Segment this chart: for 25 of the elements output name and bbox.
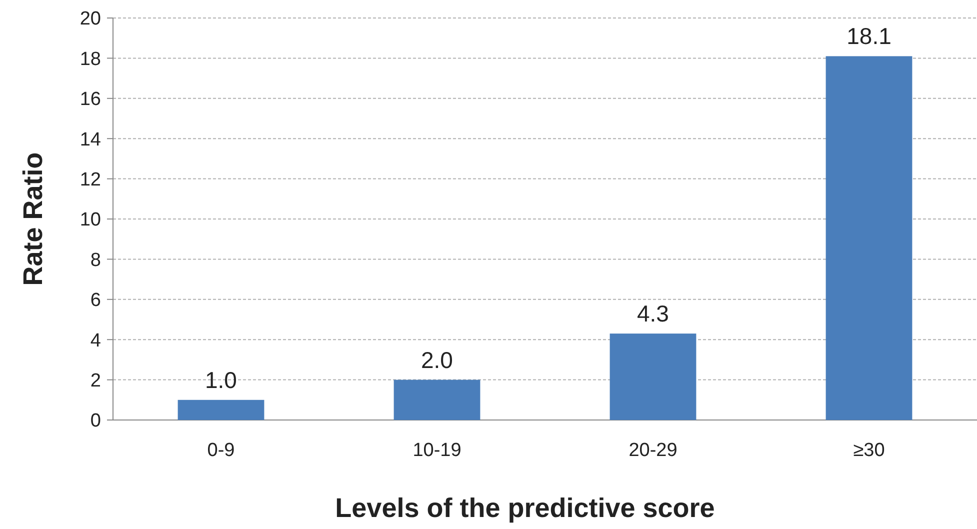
bar — [610, 334, 696, 420]
x-tick-label: ≥30 — [853, 440, 885, 461]
y-axis-title: Rate Ratio — [18, 152, 48, 286]
y-tick-label: 4 — [90, 330, 102, 352]
y-tick-label: 14 — [80, 129, 102, 150]
y-tick-label: 0 — [90, 410, 101, 432]
bar — [394, 380, 480, 420]
bar — [826, 56, 912, 420]
y-tick-label: 10 — [80, 210, 101, 231]
x-axis-title: Levels of the predictive score — [335, 493, 715, 523]
x-tick-label: 0-9 — [207, 440, 235, 461]
y-tick-label: 16 — [80, 89, 101, 110]
y-tick-label: 12 — [80, 169, 101, 190]
bar — [178, 400, 264, 420]
y-tick-label: 2 — [90, 370, 101, 392]
y-tick-label: 18 — [80, 48, 101, 70]
y-tick-label: 20 — [80, 8, 101, 30]
x-tick-label: 20-29 — [628, 440, 678, 461]
data-label: 1.0 — [205, 366, 237, 393]
data-label: 4.3 — [637, 300, 669, 327]
data-label: 18.1 — [846, 23, 892, 50]
data-label: 2.0 — [421, 346, 453, 373]
y-tick-label: 6 — [90, 290, 101, 312]
y-tick-label: 8 — [90, 250, 101, 271]
x-tick-label: 10-19 — [412, 440, 462, 461]
